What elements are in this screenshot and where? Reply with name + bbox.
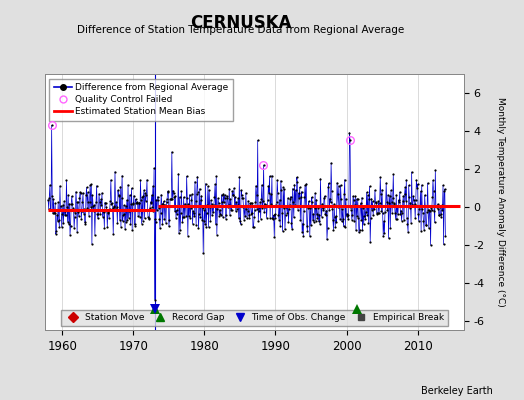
Text: CERNUSKA: CERNUSKA [190,14,292,32]
Text: Difference of Station Temperature Data from Regional Average: Difference of Station Temperature Data f… [78,25,405,35]
Text: Berkeley Earth: Berkeley Earth [421,386,493,396]
Y-axis label: Monthly Temperature Anomaly Difference (°C): Monthly Temperature Anomaly Difference (… [496,97,505,307]
Legend: Station Move, Record Gap, Time of Obs. Change, Empirical Break: Station Move, Record Gap, Time of Obs. C… [61,310,447,326]
